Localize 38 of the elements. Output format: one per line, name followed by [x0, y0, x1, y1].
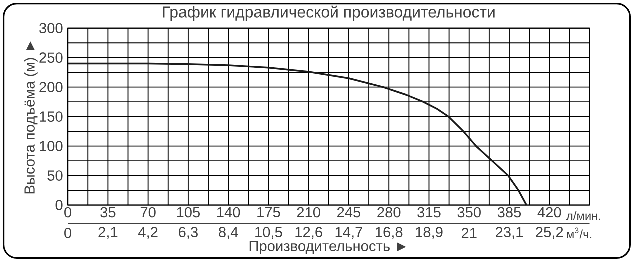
y-tick-label: 100 [40, 141, 63, 152]
x2-tick-label: 10,5 [256, 227, 282, 240]
y-tick-label: 0 [56, 200, 63, 210]
x2-tick-label: 6,3 [179, 227, 198, 240]
y-tick-label: 50 [48, 170, 63, 181]
x2-tick-label: 18,9 [416, 227, 443, 240]
x2-tick-label: 8,4 [219, 227, 238, 240]
x2-tick-label: 16,8 [376, 227, 403, 240]
x-tick-label: 35 [100, 207, 116, 218]
x2-tick-label: 21 [462, 228, 477, 238]
y-tick-label: 300 [40, 23, 63, 34]
x-tick-label: 385 [498, 207, 522, 218]
x2-tick-label: 14,7 [336, 227, 362, 240]
x-tick-label: 350 [458, 207, 481, 218]
x-tick-label: 140 [217, 207, 240, 218]
y-tick-label: 200 [40, 82, 63, 93]
text: л/мин. [566, 212, 600, 220]
x2-tick-label: 12,6 [296, 227, 322, 240]
x-tick-label: 315 [418, 207, 441, 218]
y-tick-label: 150 [40, 112, 63, 122]
x-tick-label: 245 [338, 207, 361, 218]
x-tick-label: 280 [378, 207, 401, 218]
x2-tick-label: 4,2 [138, 227, 158, 240]
x2-tick-label: 23,1 [496, 227, 524, 240]
x-tick-label: 175 [258, 207, 280, 218]
x2-tick-label: 2,1 [98, 227, 118, 240]
y-axis-title: Высота подъёма (м) ► [24, 42, 38, 194]
x-tick-label: 0 [64, 207, 72, 218]
x-tick-label: 210 [297, 207, 320, 218]
chart-title: График гидравлической производительности [163, 6, 495, 22]
x2-tick-label: 25,2 [536, 227, 564, 240]
y-tick-label: 250 [40, 52, 63, 64]
text: м$^{3}$/ч. [567, 228, 592, 239]
x-tick-label: 70 [140, 207, 156, 218]
x2-tick-label: 0 [64, 228, 72, 238]
x-tick-label: 420 [538, 207, 562, 218]
x-axis-title: Производительность ► [250, 241, 406, 254]
x-tick-label: 105 [177, 207, 200, 218]
